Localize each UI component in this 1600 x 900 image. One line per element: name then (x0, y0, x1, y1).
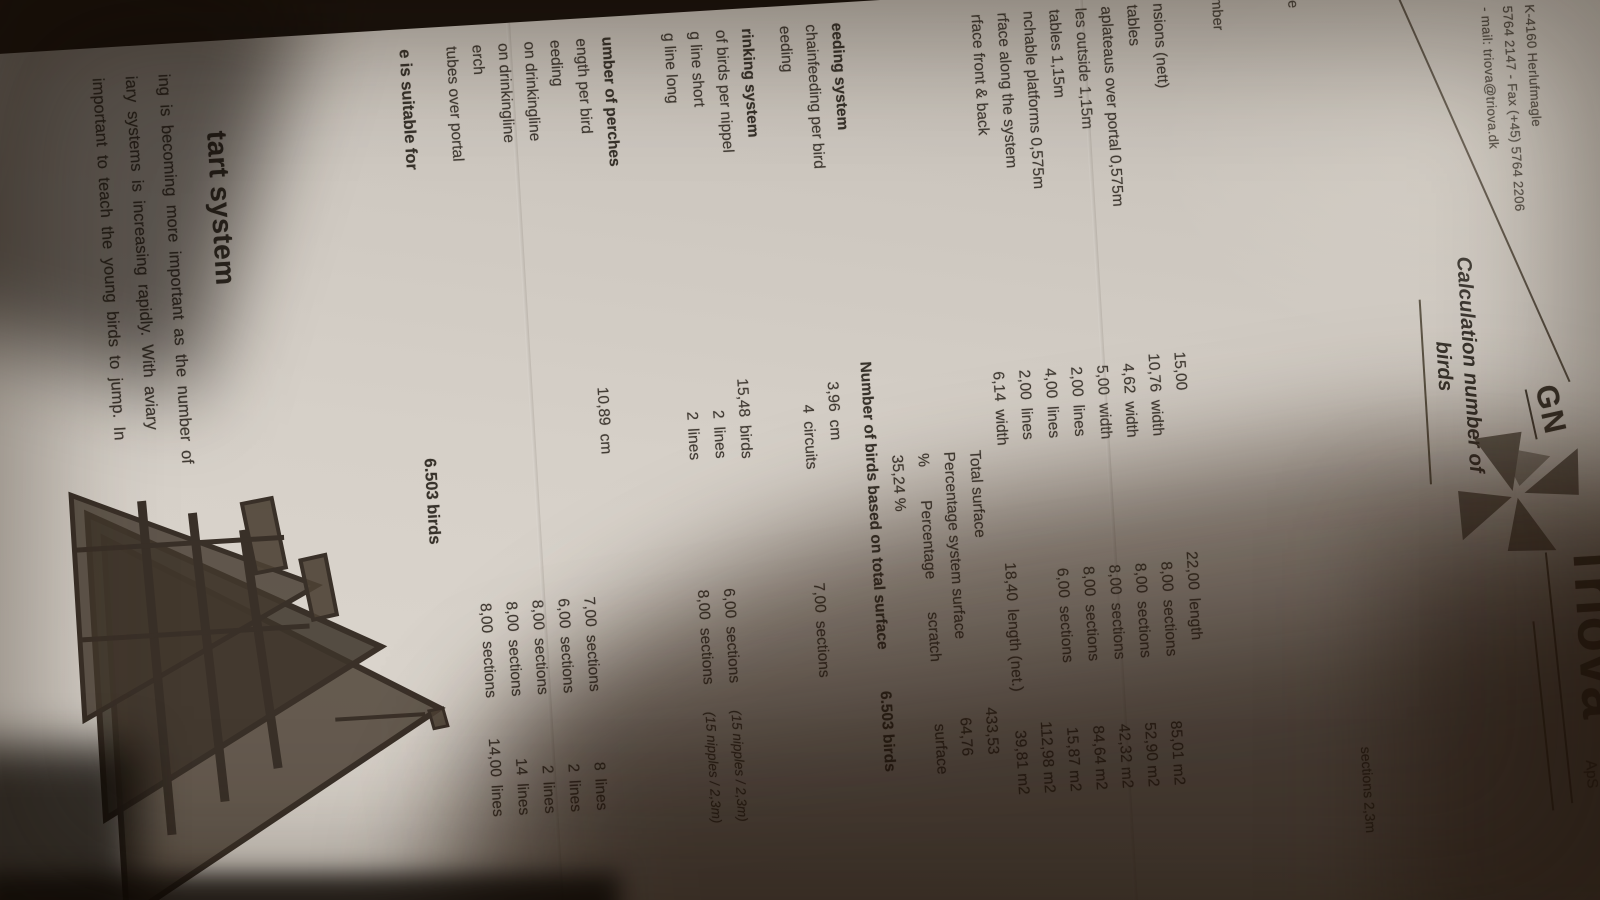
row-label: g line short (685, 30, 708, 108)
unit: width (1147, 399, 1167, 437)
unit: sections (1055, 605, 1077, 664)
value: 4 (798, 404, 817, 414)
percentage-value: 35,24 % (888, 454, 909, 513)
unit: lines (591, 778, 611, 811)
unit: sections (696, 627, 717, 686)
value: 8,00 (1079, 565, 1099, 597)
unit: sections (1081, 603, 1103, 662)
unit: length (net.) (1003, 608, 1026, 693)
unit: lines (710, 426, 730, 460)
unit: width (991, 408, 1011, 447)
row-label: tables (1123, 4, 1143, 47)
value: 15,00 (1170, 351, 1190, 391)
unit: sections (504, 639, 526, 697)
unit: cm (825, 419, 845, 441)
unit: sections (1133, 600, 1155, 659)
sections-note: sections 2,3m (1357, 746, 1380, 834)
value: 2 (564, 763, 582, 773)
unit: birds (736, 424, 756, 460)
paragraph-line: important to teach the young birds to ju… (88, 77, 129, 441)
value: 10,76 (1144, 352, 1164, 393)
unit: lines (684, 427, 704, 461)
unit: lines (565, 779, 585, 813)
value: 14,00 (484, 737, 505, 778)
cut-label-fragment: mber (1207, 0, 1226, 31)
cut-label-fragment: ce (1283, 0, 1301, 9)
value: 6,00 (1053, 567, 1073, 599)
letterhead-rule (1532, 621, 1555, 811)
value: 2 (709, 409, 727, 420)
value: 7,00 (809, 582, 829, 614)
unit: sections (722, 625, 743, 684)
brand-suffix: ApS (1582, 759, 1600, 789)
row-label: nsions (nett) (1149, 2, 1172, 89)
value: 6,14 (989, 370, 1009, 402)
value: 4,62 (1119, 362, 1138, 395)
value: 14 (512, 757, 531, 776)
paragraph-line: iary systems is increasing rapidly. With… (121, 75, 162, 431)
row-label: e is suitable for (395, 48, 421, 171)
word: surface (930, 723, 951, 776)
row-label: tables 1,15m (1045, 8, 1068, 99)
page-title: Calculation number of birds (1431, 255, 1489, 474)
paragraph-line: ing is becoming more important as the nu… (154, 73, 197, 465)
row-label: g line long (660, 32, 682, 105)
value: 8 (590, 761, 608, 772)
aviary-system-illustration (68, 491, 450, 900)
value: 15,48 (733, 377, 753, 418)
unit: sections (1159, 599, 1180, 657)
value: 3,96 (823, 380, 843, 413)
percent-sign: % (914, 452, 932, 468)
value: 8,00 (1131, 562, 1151, 594)
unit: lines (1017, 407, 1037, 441)
row-label: eeding (775, 25, 796, 73)
unit: lines (1043, 405, 1063, 439)
address-line: - mail: triova@triova.dk (1477, 6, 1502, 150)
value: 6,00 (554, 597, 574, 629)
start-system-heading: tart system (201, 129, 242, 287)
value: 8,00 (476, 602, 496, 634)
value: 18,40 (1000, 561, 1021, 602)
value: 2,00 (1067, 366, 1086, 398)
unit: lines (487, 784, 507, 818)
value: 8,00 (502, 600, 522, 633)
row-label: eeding (546, 39, 567, 87)
unit: sections (582, 634, 604, 693)
unit: cm (596, 433, 615, 455)
row-label: Total surface (966, 449, 989, 539)
address-line: K-4160 Herlufmagle (1521, 3, 1545, 128)
unit: width (1121, 400, 1141, 439)
value: 8,00 (694, 589, 713, 621)
unit: length (1185, 597, 1206, 641)
unit: sections (812, 620, 833, 679)
unit: circuits (799, 420, 820, 470)
unit: lines (513, 782, 533, 816)
row-label: erch (468, 44, 488, 76)
brand-wordmark: Triova (1559, 540, 1600, 722)
value: 7,00 (580, 596, 600, 628)
value: 2 (683, 411, 701, 421)
word: scratch (923, 611, 944, 663)
value: 8,00 (1157, 560, 1177, 593)
value: 6,00 (720, 587, 739, 619)
word: Percentage (917, 499, 939, 580)
value: 2,00 (1015, 369, 1035, 401)
unit: sections (478, 640, 500, 699)
unit: lines (1069, 404, 1089, 438)
value: 10,89 (593, 386, 613, 427)
value: 22,00 (1182, 550, 1202, 591)
value: 4,00 (1041, 367, 1060, 399)
unit: sections (556, 635, 578, 694)
